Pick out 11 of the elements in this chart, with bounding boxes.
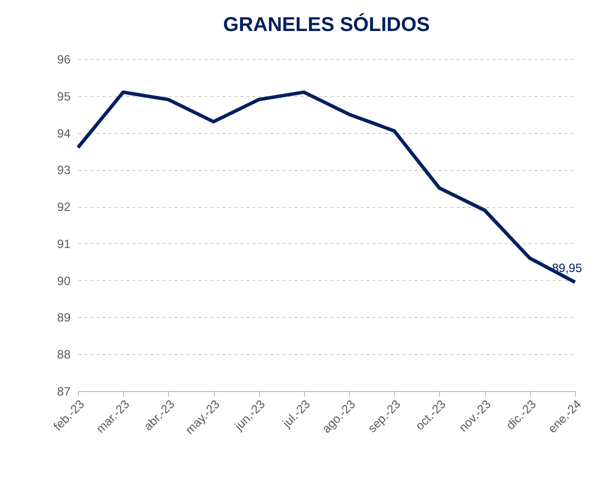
y-tick-label: 93 (57, 163, 71, 178)
y-tick-label: 89 (57, 310, 71, 325)
y-tick-label: 95 (57, 89, 71, 104)
y-tick-label: 88 (57, 348, 71, 362)
y-tick-label: 94 (57, 126, 71, 140)
y-tick-label: 96 (57, 52, 71, 66)
y-tick-label: 90 (57, 274, 71, 288)
y-tick-label: 91 (57, 236, 71, 251)
y-tick-label: 92 (57, 200, 71, 214)
y-tick-label: 87 (57, 384, 71, 398)
chart-title: GRANELES SÓLIDOS (223, 13, 430, 36)
